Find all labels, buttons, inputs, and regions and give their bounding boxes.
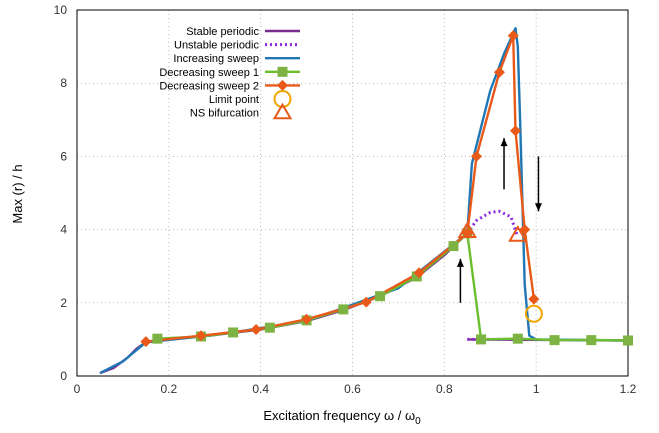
legend-decreasing-sweep-1-marker xyxy=(277,66,288,77)
decreasing-sweep-2-point xyxy=(493,66,505,78)
annotation-layer xyxy=(456,138,542,303)
limit-point-marker xyxy=(524,304,543,323)
decreasing-sweep-2-point xyxy=(301,313,313,325)
decreasing-sweep-2-point xyxy=(510,125,522,137)
sweep-direction-arrowhead xyxy=(500,138,508,147)
legend-ns-bifurcation-marker xyxy=(272,102,293,120)
x-tick-label: 0.2 xyxy=(160,382,177,396)
y-axis-label: Max (r) / h xyxy=(10,164,25,223)
marker-layer xyxy=(140,30,633,348)
decreasing-sweep-1-point xyxy=(338,304,349,315)
y-tick-label: 2 xyxy=(60,296,67,310)
x-tick-label: 1 xyxy=(533,382,540,396)
axes: 0 0.2 0.4 0.6 0.8 1 1.2 0 2 4 6 8 10 xyxy=(54,3,637,396)
y-tick-label: 0 xyxy=(60,369,67,383)
y-tick-label: 6 xyxy=(60,149,67,163)
plot-frame xyxy=(76,9,629,377)
grid xyxy=(76,9,629,377)
ns-bifurcation-marker xyxy=(457,221,478,239)
x-tick-label: 0.8 xyxy=(436,382,453,396)
decreasing-sweep-1-point xyxy=(448,241,459,252)
x-axis-label: Excitation frequency ω / ω0 xyxy=(263,408,421,427)
legend-decreasing-sweep-1-label: Decreasing sweep 1 xyxy=(159,67,259,79)
decreasing-sweep-1-point xyxy=(586,335,597,346)
decreasing-sweep-2-point xyxy=(360,296,372,308)
legend-increasing-sweep-label: Increasing sweep xyxy=(173,53,259,65)
decreasing-sweep-1-point xyxy=(476,334,487,345)
legend: Stable periodic Unstable periodicIncreasi… xyxy=(159,26,300,120)
decreasing-sweep-1-point xyxy=(264,322,275,333)
y-tick-label: 8 xyxy=(60,76,67,90)
decreasing-sweep-2-point xyxy=(413,267,425,279)
decreasing-sweep-2-point xyxy=(461,227,473,239)
legend-limit-point-marker xyxy=(273,90,292,108)
legend-unstable-periodic-label: Unstable periodic xyxy=(174,40,259,52)
decreasing-sweep-1-point xyxy=(512,333,523,344)
sweep-direction-arrowhead xyxy=(534,203,542,212)
x-tick-label: 0.4 xyxy=(252,382,269,396)
decreasing-sweep-1-point xyxy=(411,271,422,282)
decreasing-sweep-2-point xyxy=(140,336,152,348)
x-tick-label: 0 xyxy=(74,382,81,396)
y-tick-label: 4 xyxy=(60,223,67,237)
unstable-periodic-line xyxy=(466,209,520,238)
sweep-direction-arrowhead xyxy=(456,258,464,267)
stable-periodic-line xyxy=(99,232,469,375)
ns-bifurcation-marker xyxy=(508,225,528,242)
legend-ns-bifurcation-label: NS bifurcation xyxy=(190,108,259,120)
legend-decreasing-sweep-2-marker xyxy=(277,79,288,91)
decreasing-sweep-2-point xyxy=(250,324,262,336)
decreasing-sweep-1-point xyxy=(228,327,239,338)
decreasing-sweep-1-point xyxy=(549,335,560,346)
legend-stable-periodic-label: Stable periodic xyxy=(186,26,259,38)
decreasing-sweep-2-point xyxy=(507,30,519,42)
decreasing-sweep-1-point xyxy=(375,291,386,302)
legend-limit-point-label: Limit point xyxy=(209,94,259,106)
decreasing-sweep-1-point xyxy=(623,335,633,346)
decreasing-sweep-2-point xyxy=(470,150,482,162)
decreasing-sweep-1-point xyxy=(152,333,163,344)
legend-decreasing-sweep-2-label: Decreasing sweep 2 xyxy=(159,80,259,92)
decreasing-sweep-2-point xyxy=(195,330,207,342)
y-tick-label: 10 xyxy=(54,3,68,17)
decreasing-sweep-2-point xyxy=(528,293,540,305)
x-axis-label-subscript: 0 xyxy=(415,416,421,427)
x-tick-label: 1.2 xyxy=(620,382,637,396)
x-tick-label: 0.6 xyxy=(344,382,361,396)
